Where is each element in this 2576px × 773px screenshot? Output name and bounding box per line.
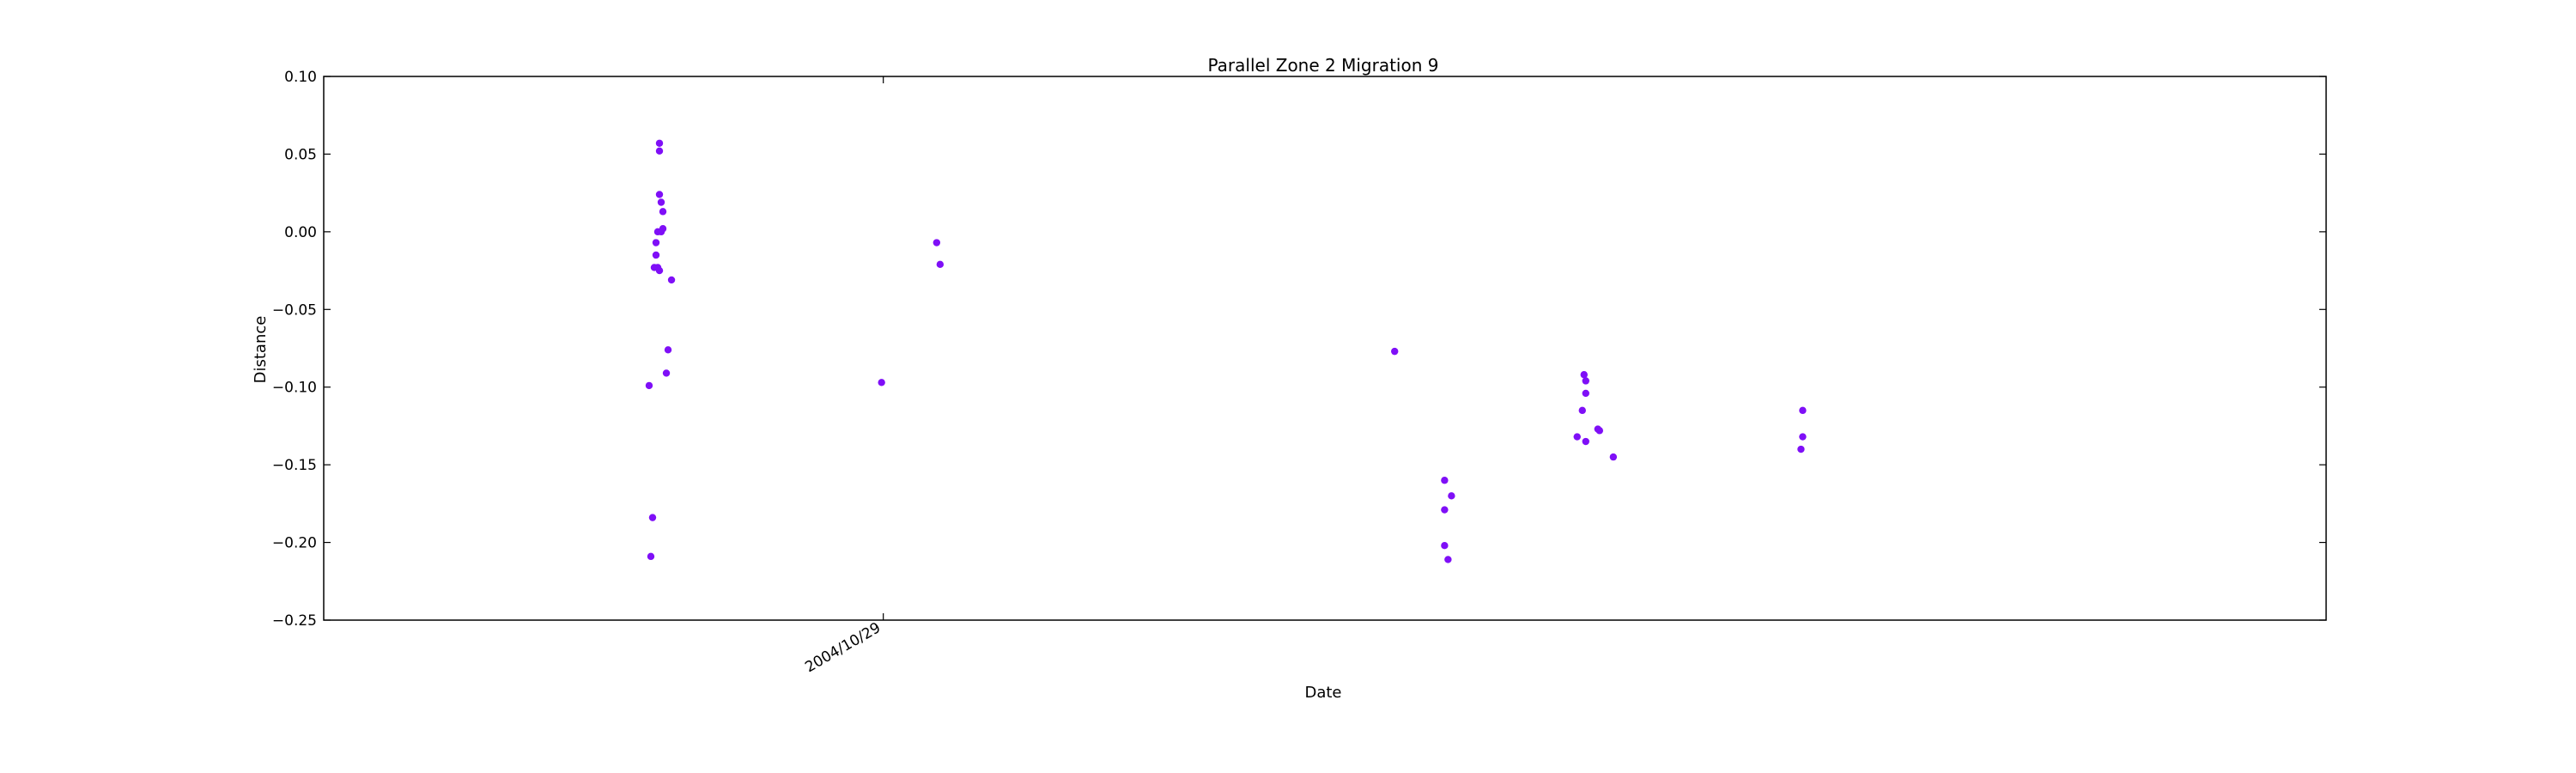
data-point xyxy=(664,346,672,354)
plot-frame xyxy=(323,76,2327,621)
y-axis: 0.10 0.05 0.00 −0.05 −0.10 −0.15 −0.20 −0.25 xyxy=(272,69,2326,630)
y-axis-label: Distance xyxy=(252,316,270,384)
y-tick-label: −0.10 xyxy=(272,380,317,397)
x-tick-label: 2004/10/29 xyxy=(802,619,884,676)
data-point xyxy=(1799,406,1807,415)
data-point xyxy=(655,266,664,275)
data-point xyxy=(936,260,945,269)
data-point xyxy=(647,552,655,561)
data-point xyxy=(878,379,885,386)
data-point xyxy=(1582,437,1589,446)
data-point xyxy=(1580,371,1588,379)
chart-title: Parallel Zone 2 Migration 9 xyxy=(1208,55,1439,76)
x-axis: 2004/10/29 xyxy=(802,76,884,676)
y-tick-label: 0.05 xyxy=(284,146,317,163)
x-axis-label: Date xyxy=(1304,684,1341,702)
data-point xyxy=(667,276,676,284)
data-point xyxy=(1441,477,1449,484)
data-point xyxy=(1609,453,1618,461)
data-point xyxy=(1595,427,1604,435)
data-point xyxy=(1582,389,1589,398)
data-point xyxy=(1799,433,1807,441)
data-point xyxy=(1448,492,1455,500)
y-tick-label: −0.05 xyxy=(272,301,317,319)
y-tick-label: −0.15 xyxy=(272,457,317,474)
data-point xyxy=(1441,541,1449,550)
data-point xyxy=(652,251,660,259)
data-point xyxy=(1441,506,1449,514)
data-point xyxy=(933,239,941,247)
data-point xyxy=(648,514,657,521)
data-point xyxy=(652,239,660,247)
y-tick-label: 0.00 xyxy=(284,224,317,241)
data-point xyxy=(655,139,664,147)
data-point xyxy=(1578,406,1586,415)
y-tick-label: −0.20 xyxy=(272,535,317,552)
data-point xyxy=(659,225,667,233)
data-point xyxy=(1391,347,1399,356)
data-point xyxy=(645,381,653,390)
data-point xyxy=(659,208,667,216)
data-point xyxy=(655,147,664,155)
data-point xyxy=(655,191,664,198)
data-point xyxy=(1444,556,1452,563)
y-tick-label: 0.10 xyxy=(284,69,317,86)
data-point xyxy=(657,198,665,206)
data-point xyxy=(662,369,671,377)
y-tick-label: −0.25 xyxy=(272,612,317,630)
data-point xyxy=(1582,377,1589,385)
data-points xyxy=(645,139,1807,563)
data-point xyxy=(1797,445,1805,453)
data-point xyxy=(1573,433,1581,441)
